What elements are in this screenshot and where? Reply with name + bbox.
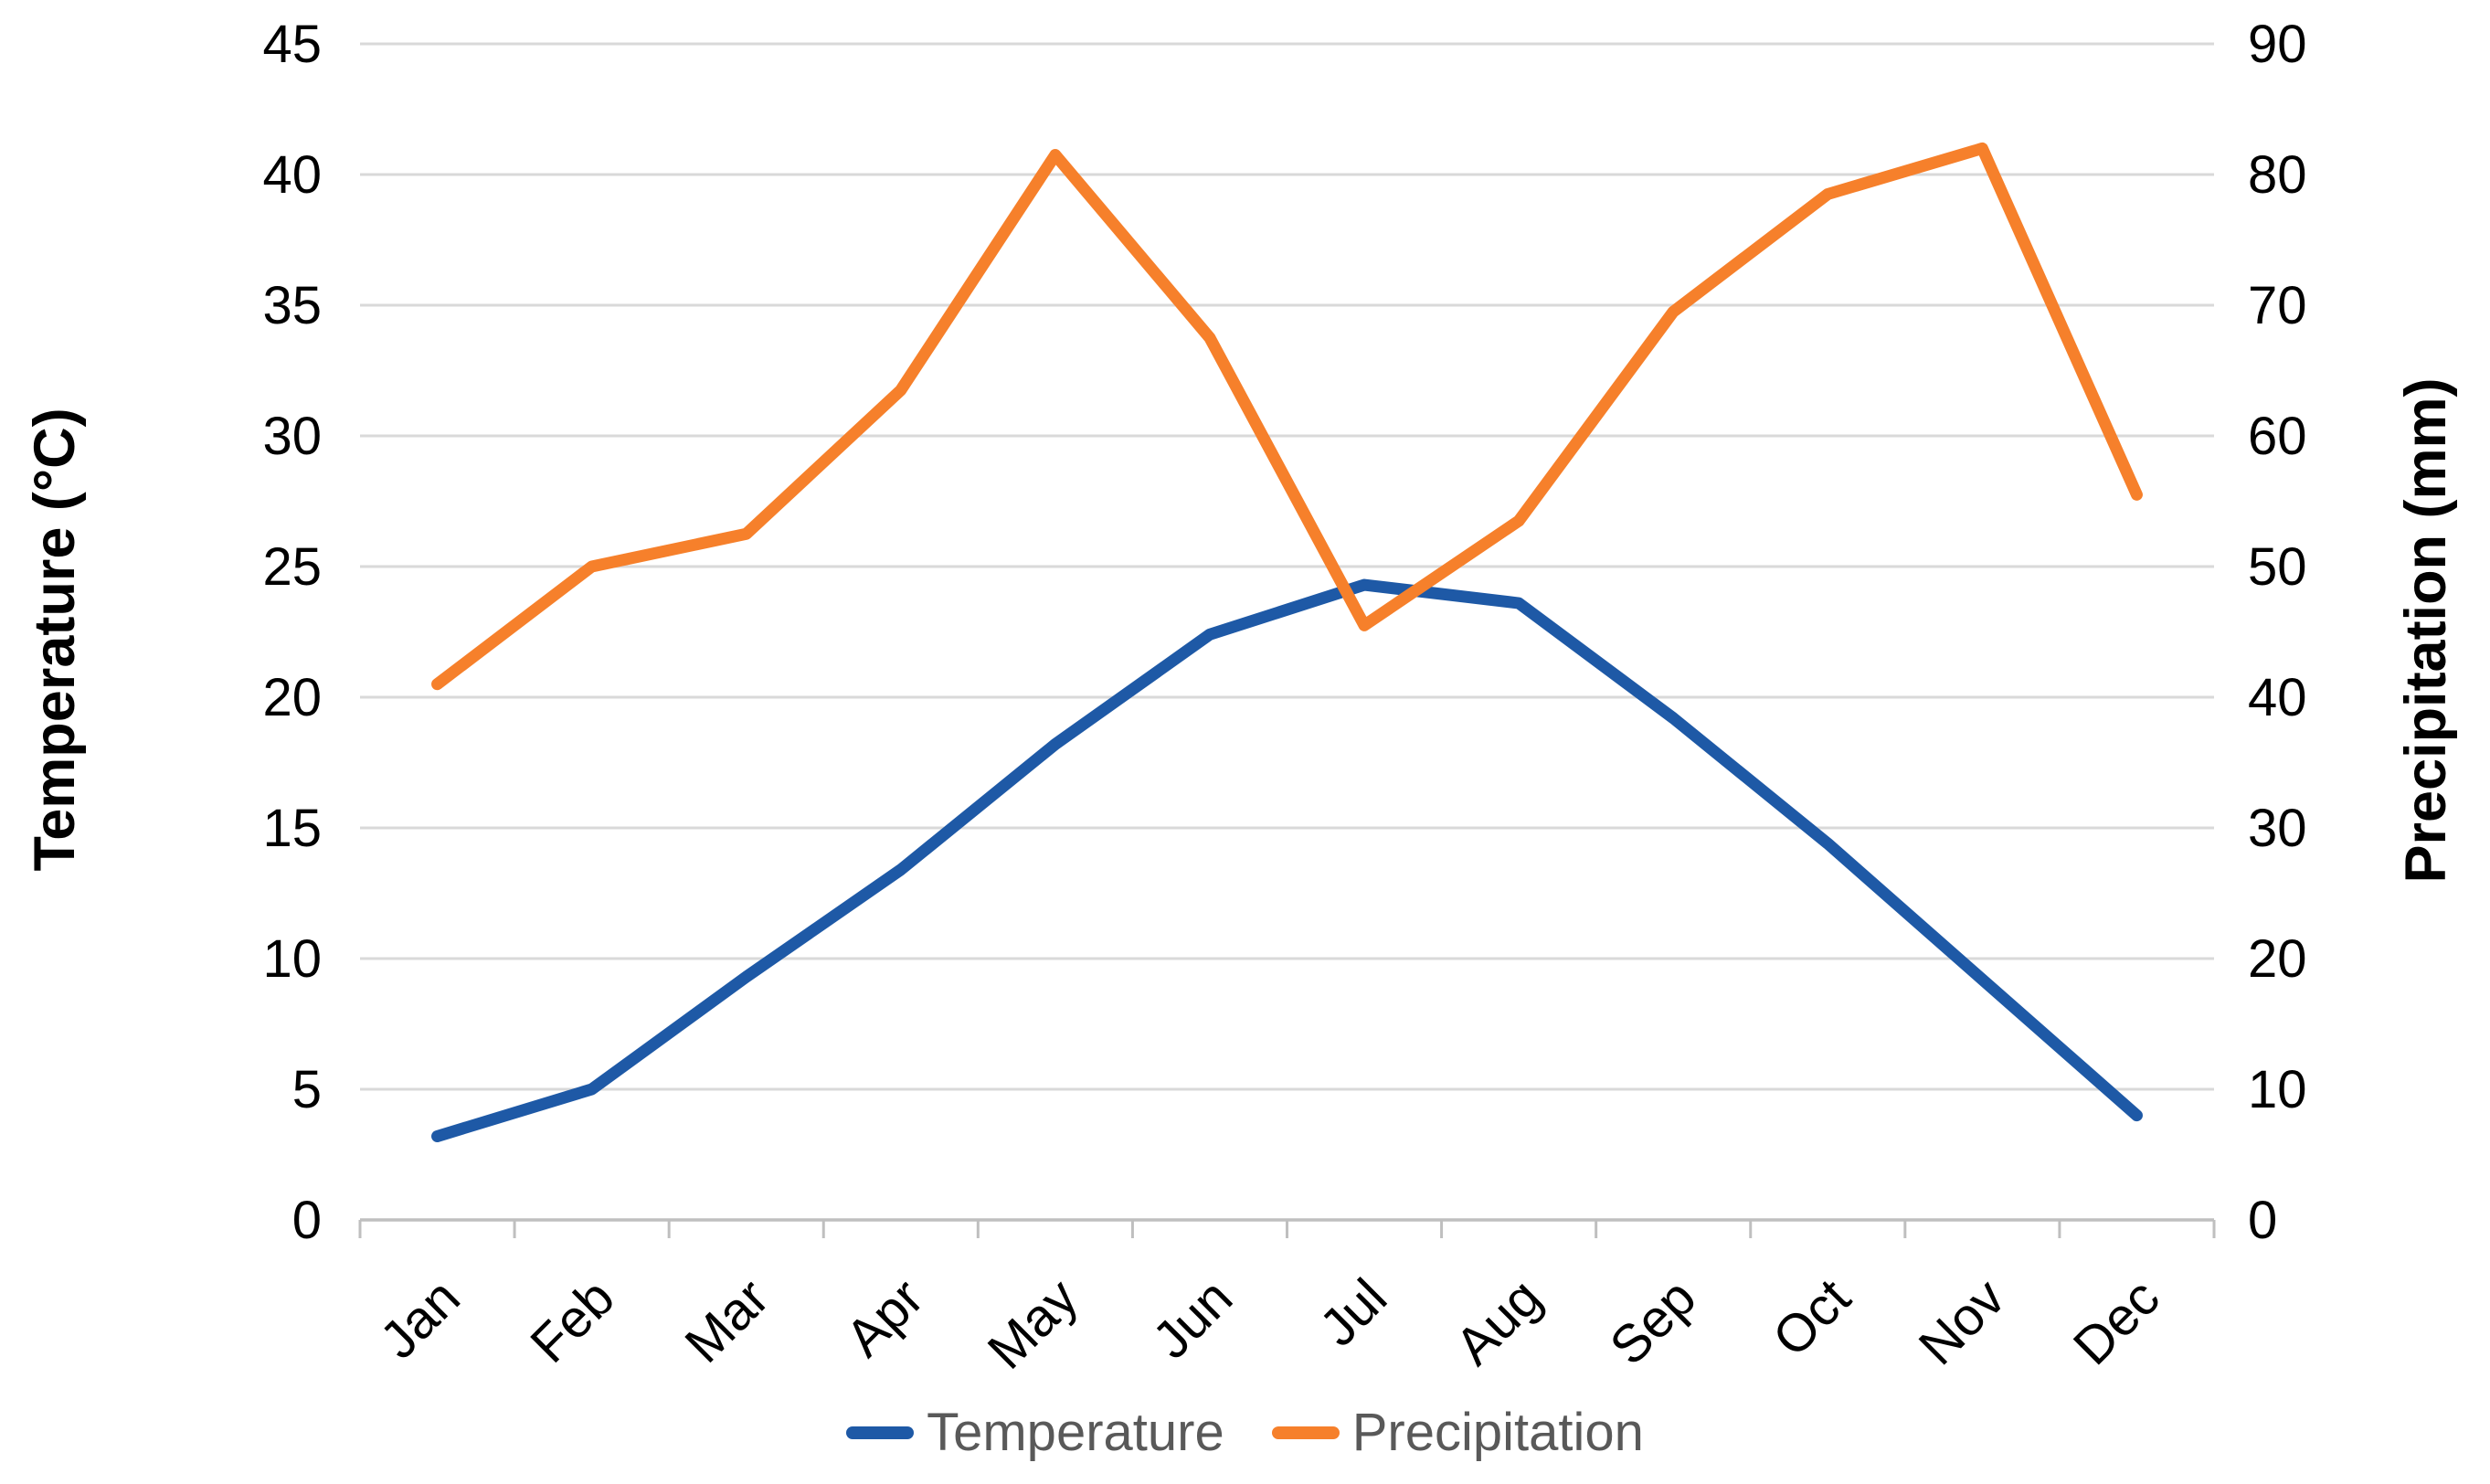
left-axis-title: Temperature (°C) xyxy=(23,408,87,872)
right-axis-tick-label: 70 xyxy=(2248,276,2307,335)
x-axis-label: Jun xyxy=(1141,1267,1244,1370)
right-axis-tick-label: 0 xyxy=(2248,1191,2277,1250)
right-axis-tick-label: 40 xyxy=(2248,668,2307,727)
left-axis-tick-label: 30 xyxy=(262,407,322,466)
right-axis-tick-label: 20 xyxy=(2248,929,2307,989)
x-axis-label: Mar xyxy=(673,1267,780,1374)
right-axis-tick-label: 90 xyxy=(2248,15,2307,74)
legend-label-temperature: Temperature xyxy=(927,1403,1224,1462)
right-axis-title: Precipitation (mm) xyxy=(2394,377,2458,884)
right-axis-tick-label: 50 xyxy=(2248,537,2307,597)
precipitation-line xyxy=(431,142,2143,691)
x-axis-label: Jul xyxy=(1309,1267,1398,1357)
legend-item-precipitation: Precipitation xyxy=(1271,1402,1644,1463)
left-axis-tick-label: 15 xyxy=(262,799,322,858)
legend-label-precipitation: Precipitation xyxy=(1351,1403,1644,1462)
x-axis-label: Jan xyxy=(369,1267,472,1370)
legend: Temperature Precipitation xyxy=(0,1402,2490,1463)
x-axis-label: Apr xyxy=(834,1267,935,1368)
x-axis-label: Oct xyxy=(1762,1267,1862,1368)
right-axis-tick-label: 30 xyxy=(2248,799,2307,858)
left-axis-tick-label: 25 xyxy=(262,537,322,597)
left-axis-tick-label: 0 xyxy=(292,1191,322,1250)
left-axis-tick-label: 20 xyxy=(262,668,322,727)
left-axis-tick-label: 45 xyxy=(262,15,322,74)
x-axis-label: Sep xyxy=(1598,1267,1707,1376)
temperature-line xyxy=(431,578,2143,1142)
right-axis-tick-label: 60 xyxy=(2248,407,2307,466)
legend-item-temperature: Temperature xyxy=(846,1402,1224,1463)
x-axis-label: Nov xyxy=(1908,1267,2017,1376)
right-axis-tick-label: 10 xyxy=(2248,1060,2307,1119)
left-axis-tick-label: 35 xyxy=(262,276,322,335)
temperature-line-swatch xyxy=(846,1426,915,1439)
left-axis-tick-label: 10 xyxy=(262,929,322,989)
right-axis-tick-label: 80 xyxy=(2248,145,2307,205)
left-axis-tick-label: 5 xyxy=(292,1060,322,1119)
left-axis-tick-label: 40 xyxy=(262,145,322,205)
x-axis-label: Feb xyxy=(519,1267,626,1374)
x-axis-label: May xyxy=(977,1267,1089,1380)
x-axis-label: Dec xyxy=(2062,1267,2171,1376)
precipitation-line-swatch xyxy=(1271,1426,1340,1439)
x-axis-label: Aug xyxy=(1444,1267,1552,1376)
